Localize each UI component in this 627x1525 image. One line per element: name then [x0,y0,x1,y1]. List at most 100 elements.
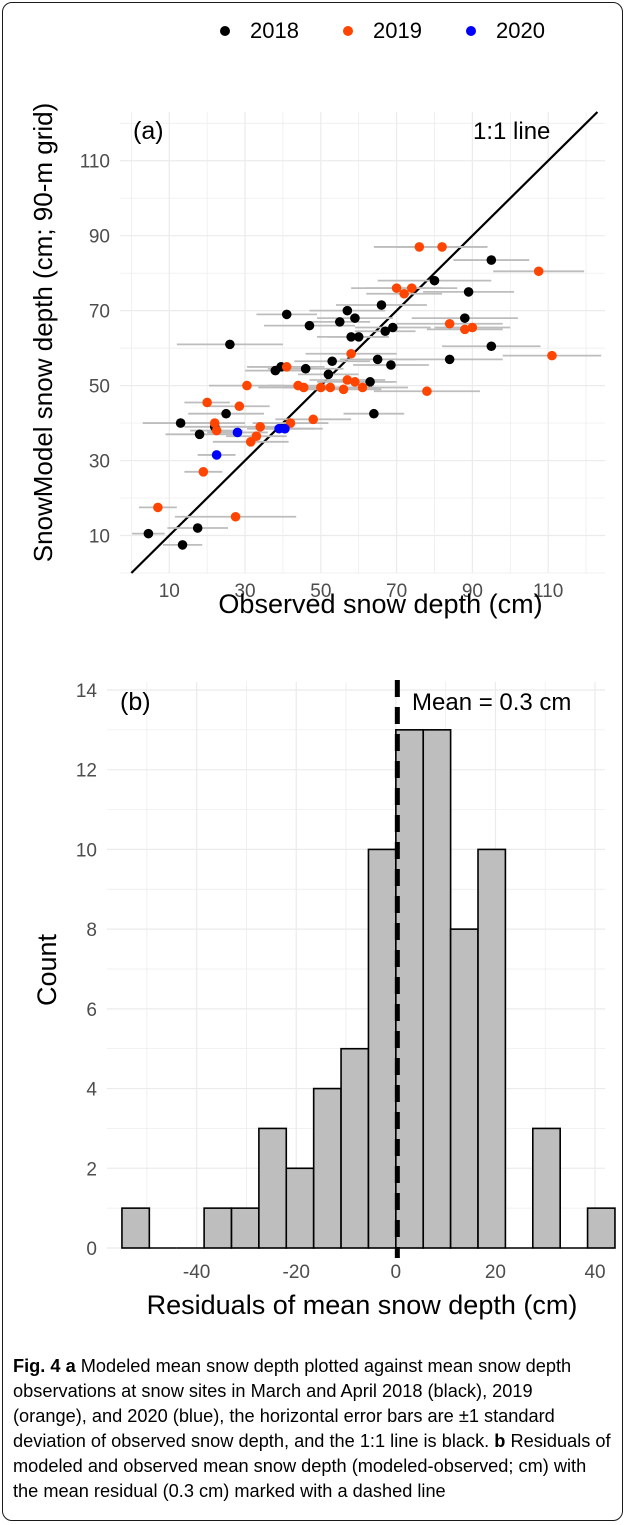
data-point-2019 [342,375,353,385]
x-tick-label: 0 [391,1262,402,1283]
data-point-2018 [143,528,154,539]
data-point-2018 [369,408,379,419]
data-point-2018 [194,429,205,440]
histogram-bar [531,1127,561,1249]
data-point-2019 [533,266,544,277]
histogram-bar [230,1207,260,1249]
data-point-2018 [486,255,497,265]
y-tick-label: 110 [80,152,110,173]
data-point-2019 [422,386,432,397]
y-tick-label: 12 [76,761,97,782]
histogram-bar [312,1087,342,1249]
data-point-2019 [346,348,356,359]
data-point-2018 [300,363,311,374]
data-point-2018 [334,317,345,327]
data-point-2018 [388,322,398,333]
data-point-2018 [460,313,470,323]
caption-text-b: Residuals of modeled and observed mean s… [13,1431,611,1501]
data-point-2018 [281,309,292,320]
histogram-bar [367,848,397,1249]
histogram-bar [422,729,452,1249]
y-axis-title-a: SnowModel snow depth (cm; 90-m grid) [28,103,58,563]
x-tick-label: 40 [584,1262,605,1283]
figure-canvas: 10 30 50 70 90 110 10 30 50 70 90 110 (a) 1:1 line Obs… [28,18,616,1320]
y-tick-label: 70 [89,302,110,323]
y-tick-label: 14 [76,681,98,702]
x-tick-label: 30 [234,581,255,602]
one-to-one-label: 1:1 line [473,118,550,145]
y-tick-label: 10 [76,840,97,861]
data-point-2018 [353,332,364,342]
x-tick-label: 70 [386,581,407,602]
legend-marker-2019 [343,26,353,36]
data-point-2018 [323,369,334,380]
data-point-2019 [399,288,409,299]
y-tick-label: 10 [89,527,110,548]
x-tick-label: 10 [159,581,180,602]
x-tick-label: -40 [183,1262,210,1283]
one-to-one-line [130,111,599,574]
legend-marker-2018 [220,26,230,36]
data-point-2018 [192,523,203,533]
x-tick-label: 50 [310,581,331,602]
panel-label-a: (a) [133,117,164,145]
data-point-2019 [406,283,417,293]
data-point-2018 [386,360,396,370]
data-point-2019 [255,422,265,432]
data-point-2019 [437,242,447,252]
data-point-2018 [350,313,360,323]
legend-label-2019: 2019 [373,18,422,43]
x-tick-label: 20 [485,1262,506,1283]
data-point-2019 [391,283,402,293]
legend-label-2020: 2020 [496,18,545,43]
y-tick-label: 0 [86,1239,97,1260]
histogram-bar [258,1127,288,1249]
y-tick-label: 50 [89,377,110,398]
data-point-2019 [316,382,326,393]
histogram-bar [203,1207,233,1249]
mean-annotation: Mean = 0.3 cm [412,689,571,716]
data-point-2018 [177,540,188,550]
data-point-2019 [153,502,163,513]
data-point-2019 [198,467,209,477]
panel-label-b: (b) [120,688,151,716]
data-point-2019 [230,511,241,522]
data-point-2018 [327,356,337,367]
legend-marker-2020 [466,26,476,36]
x-axis-title-a: Observed snow depth (cm) [218,589,542,619]
data-point-2019 [414,242,425,252]
data-point-2019 [251,431,262,441]
caption-text-a: Modeled mean snow depth plotted against … [13,1356,572,1451]
data-point-2018 [175,418,186,428]
data-point-2019 [350,377,360,387]
histogram-bar [121,1207,151,1249]
data-point-2018 [380,326,391,337]
x-tick-label: -20 [283,1262,310,1283]
data-point-2020 [211,450,222,460]
y-tick-label: 30 [89,452,110,473]
data-point-2019 [211,425,222,436]
y-tick-label: 4 [86,1080,97,1101]
data-point-2018 [376,300,387,310]
histogram-bar [285,1167,315,1249]
data-point-2018 [486,341,497,352]
data-point-2019 [298,382,309,393]
data-point-2018 [429,275,440,286]
data-point-2018 [463,287,474,297]
data-point-2020 [280,423,290,434]
histogram-bar [395,729,425,1249]
data-point-2018 [221,408,231,419]
data-point-2020 [232,427,243,438]
data-point-2018 [304,320,315,331]
x-tick-label: 110 [533,581,563,602]
data-point-2019 [467,322,478,333]
data-point-2019 [202,397,212,408]
caption-part-b-label: b [494,1431,506,1451]
data-point-2019 [234,401,245,412]
legend-label-2018: 2018 [250,18,299,43]
data-point-2018 [346,332,356,342]
histogram-bar [449,928,479,1249]
y-axis-title-b: Count [32,933,62,1006]
data-point-2019 [444,318,455,329]
